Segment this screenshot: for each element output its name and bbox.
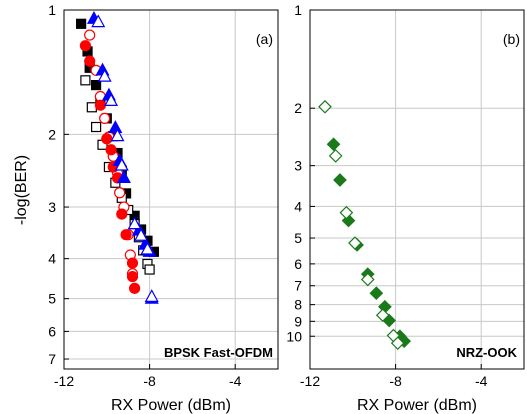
y-tick-label: 6 bbox=[294, 256, 302, 272]
data-point-diamond bbox=[339, 205, 354, 220]
x-tick-label: -4 bbox=[475, 373, 488, 389]
y-tick-label: 1 bbox=[48, 2, 56, 18]
data-point-diamond bbox=[326, 137, 341, 152]
y-tick-label: 8 bbox=[294, 297, 302, 313]
grid-a bbox=[64, 10, 278, 369]
y-tick-label: 1 bbox=[294, 2, 302, 18]
panel-label-a: (a) bbox=[256, 31, 273, 47]
x-tick-label: -12 bbox=[54, 373, 74, 389]
x-tick-label: -12 bbox=[300, 373, 320, 389]
y-tick-label: 7 bbox=[294, 278, 302, 294]
plot-area-b bbox=[310, 10, 524, 369]
y-tick-label: 6 bbox=[48, 323, 56, 339]
data-point-diamond bbox=[375, 308, 390, 323]
data-point-square bbox=[90, 80, 102, 91]
y-tick-label: 5 bbox=[48, 291, 56, 307]
data-point-triangle bbox=[97, 68, 112, 82]
data-point-circle bbox=[114, 187, 126, 199]
data-point-diamond bbox=[369, 286, 384, 301]
data-point-triangle bbox=[110, 128, 125, 142]
data-point-triangle bbox=[104, 93, 119, 107]
data-point-circle bbox=[79, 40, 92, 52]
y-tick-label: 3 bbox=[294, 158, 302, 174]
x-axis-label-b: RX Power (dBm) bbox=[357, 397, 477, 414]
y-tick-label: 3 bbox=[48, 199, 56, 215]
data-point-diamond bbox=[328, 149, 343, 163]
y-tick-label: 9 bbox=[294, 313, 302, 329]
panel-a: -12 -8 -4 1 2 3 4 5 6 7 (a) BPSK Fast-OFDM RX Pow… bbox=[13, 2, 279, 414]
data-point-triangle bbox=[116, 170, 131, 184]
y-tick-label: 10 bbox=[286, 328, 302, 344]
data-point-triangle bbox=[91, 14, 106, 28]
data-point-triangle bbox=[144, 289, 159, 302]
data-point-diamond bbox=[360, 272, 375, 287]
data-point-triangle bbox=[114, 157, 129, 171]
data-point-diamond bbox=[348, 236, 362, 250]
plot-frame-a bbox=[63, 9, 279, 370]
data-point-diamond bbox=[390, 336, 405, 351]
data-point-circle bbox=[126, 270, 139, 283]
data-point-square bbox=[90, 121, 102, 133]
data-point-diamond bbox=[333, 173, 347, 187]
data-point-circle bbox=[105, 144, 117, 156]
data-point-circle bbox=[129, 282, 141, 294]
y-axis-label-a: -log(BER) bbox=[13, 155, 30, 225]
data-point-circle bbox=[116, 208, 128, 220]
data-point-triangle bbox=[134, 227, 149, 241]
grid-b bbox=[310, 10, 524, 369]
x-tick-label: -4 bbox=[229, 373, 242, 389]
y-tick-label: 5 bbox=[294, 230, 302, 246]
ticks-a: -12 -8 -4 1 2 3 4 5 6 7 bbox=[48, 2, 241, 389]
data-point-circle bbox=[84, 29, 96, 41]
data-point-square bbox=[80, 75, 91, 86]
y-tick-label: 4 bbox=[294, 198, 302, 214]
plot-frame-b bbox=[309, 9, 525, 370]
plot-area-a bbox=[64, 10, 278, 369]
x-axis-label-a: RX Power (dBm) bbox=[111, 397, 231, 414]
data-point-circle bbox=[94, 99, 106, 111]
data-point-square bbox=[76, 18, 87, 29]
data-point-square bbox=[144, 264, 155, 275]
caption-a: BPSK Fast-OFDM bbox=[164, 345, 273, 360]
y-tick-label: 7 bbox=[48, 351, 56, 367]
marks-b bbox=[318, 99, 412, 351]
data-point-circle bbox=[84, 55, 96, 67]
data-point-circle bbox=[120, 229, 132, 241]
marks-a bbox=[76, 10, 159, 304]
y-tick-label: 4 bbox=[48, 251, 56, 267]
caption-b: NRZ-OOK bbox=[456, 345, 517, 360]
y-tick-label: 2 bbox=[48, 126, 56, 142]
data-point-triangle bbox=[127, 216, 142, 230]
data-point-circle bbox=[99, 112, 111, 124]
panel-label-b: (b) bbox=[503, 31, 520, 47]
x-tick-label: -8 bbox=[389, 373, 402, 389]
data-point-circle bbox=[126, 257, 139, 269]
data-point-triangle bbox=[140, 241, 155, 255]
data-point-circle bbox=[101, 133, 113, 145]
y-tick-label: 2 bbox=[294, 100, 302, 116]
data-point-diamond bbox=[318, 99, 332, 114]
x-tick-label: -8 bbox=[143, 373, 156, 389]
